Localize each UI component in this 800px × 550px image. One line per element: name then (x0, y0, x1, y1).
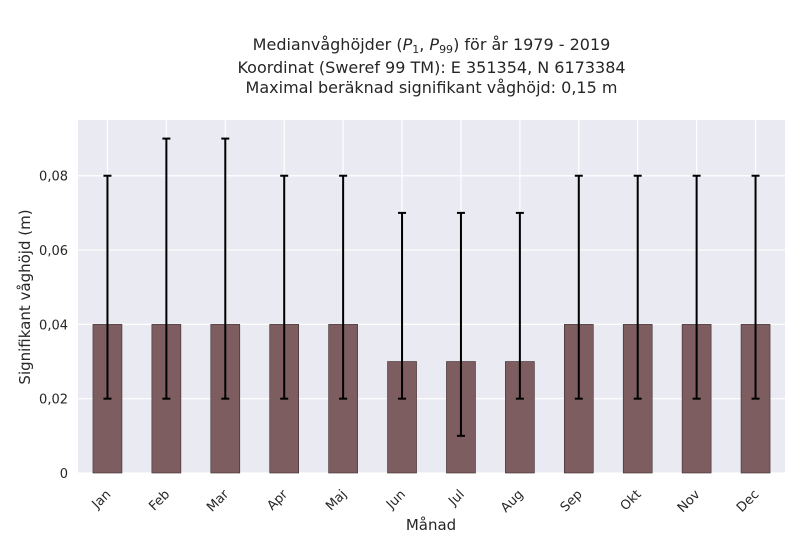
x-tick-label-jan: Jan (89, 487, 114, 512)
x-tick-label-jul: Jul (445, 487, 467, 509)
title-p1: P (402, 35, 413, 54)
y-tick-label: 0,06 (39, 244, 68, 259)
title-p1-subscript: 1 (412, 43, 420, 56)
x-tick-label-nov: Nov (675, 487, 704, 516)
x-tick-labels: Jan Feb Mar Apr Maj Jun Jul Aug Sep Okt Nov Dec (89, 487, 763, 516)
x-tick-label-jun: Jun (383, 487, 409, 513)
x-tick-label-okt: Okt (618, 487, 645, 514)
error-bars (103, 137, 760, 437)
plot-area (78, 120, 785, 473)
x-tick-label-feb: Feb (146, 487, 173, 514)
y-tick-label: 0,08 (39, 170, 68, 185)
title-p99-subscript: 99 (439, 43, 454, 56)
title-p99: P (429, 35, 440, 54)
title-separator: , (419, 35, 430, 54)
title-suffix: ) för år 1979 - 2019 (453, 35, 611, 54)
x-tick-label-aug: Aug (498, 487, 527, 516)
chart-title-line-1: Medianvåghöjder (P1, P99) för år 1979 - … (78, 35, 785, 60)
y-tick-label: 0 (60, 467, 68, 482)
title-prefix: Medianvåghöjder ( (252, 35, 403, 54)
y-tick-labels: 0 0,02 0,04 0,06 0,08 (39, 170, 68, 482)
y-tick-label: 0,02 (39, 393, 68, 408)
x-tick-label-mar: Mar (204, 487, 232, 515)
y-tick-label: 0,04 (39, 318, 68, 333)
x-tick-label-apr: Apr (265, 487, 292, 514)
x-axis-label: Månad (406, 516, 456, 534)
x-tick-label-maj: Maj (323, 487, 350, 514)
y-axis-label: Signifikant våghöjd (m) (16, 209, 34, 384)
x-tick-label-dec: Dec (734, 487, 762, 515)
x-tick-label-sep: Sep (558, 487, 586, 515)
chart-title-line-3: Maximal beräknad signifikant våghöjd: 0,… (245, 78, 618, 97)
chart-title-line-2: Koordinat (Sweref 99 TM): E 351354, N 61… (237, 58, 626, 77)
